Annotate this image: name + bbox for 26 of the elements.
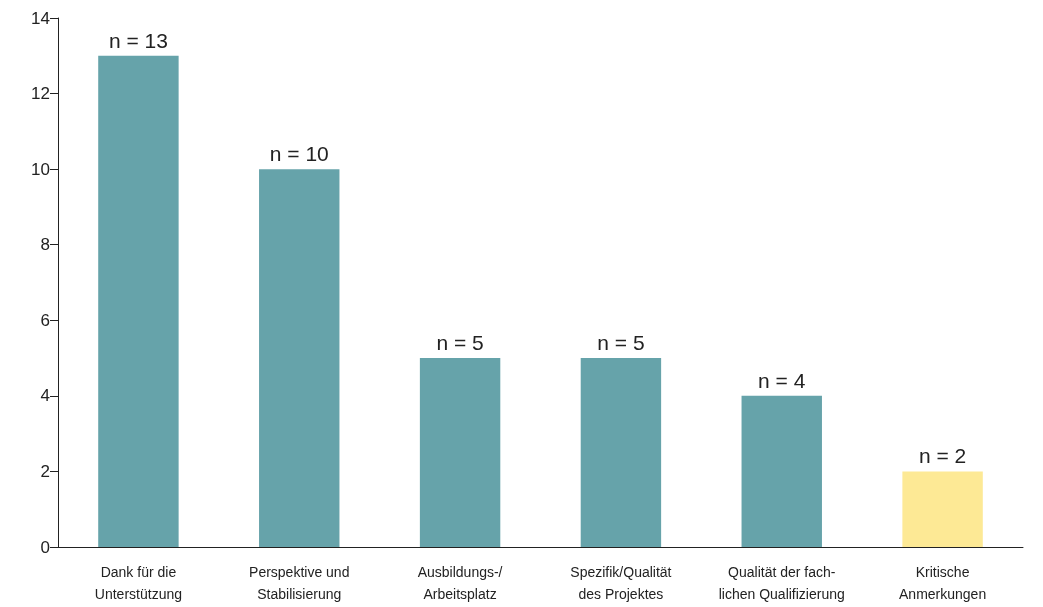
x-tick-label: Spezifik/Qualität des Projektes [570, 564, 672, 602]
data-label: n = 5 [597, 331, 645, 355]
data-label: n = 10 [269, 142, 329, 166]
x-tick-label: Kritische Anmerkungen [899, 564, 987, 602]
x-tick-label: Perspektive und Stabilisierung [249, 564, 350, 602]
data-label: n = 5 [436, 331, 484, 355]
bar [580, 358, 662, 547]
data-label: n = 4 [758, 368, 806, 392]
x-tick-label: Qualität der fach- lichen Qualifizierung [718, 564, 845, 602]
data-label: n = 13 [108, 28, 168, 52]
y-tick-label: 8 [40, 235, 50, 255]
bar [741, 395, 822, 547]
y-tick-label: 4 [40, 386, 50, 406]
y-tick-label: 10 [31, 159, 50, 179]
y-tick-label: 0 [40, 537, 50, 557]
y-tick-label: 6 [40, 310, 50, 330]
bar [902, 471, 983, 547]
y-tick-label: 2 [40, 461, 50, 481]
x-tick-label: Ausbildungs-/ Arbeitsplatz [417, 564, 503, 602]
bar [259, 169, 340, 547]
bar [419, 358, 501, 547]
x-tick-label: Dank für die Unterstützung [94, 564, 182, 602]
y-tick-label: 12 [31, 84, 50, 104]
bar [98, 55, 179, 547]
y-tick-label: 14 [31, 8, 50, 28]
data-label: n = 2 [918, 444, 967, 468]
